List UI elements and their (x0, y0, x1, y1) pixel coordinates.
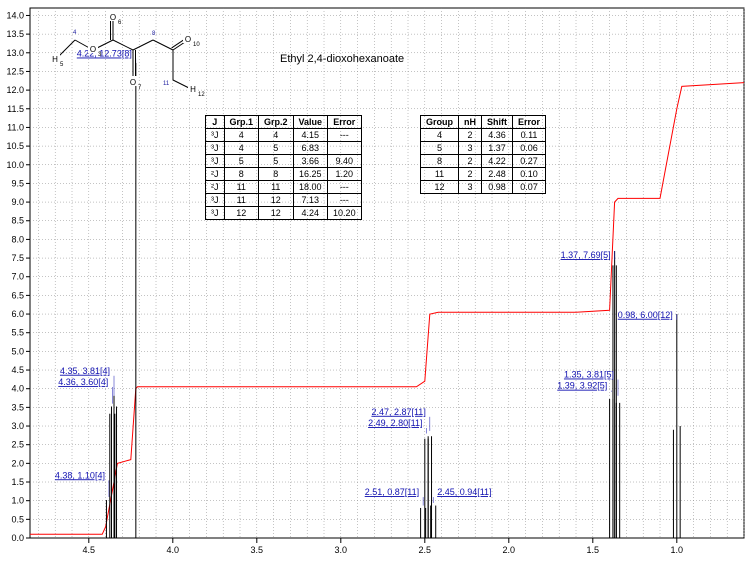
svg-text:14.0: 14.0 (6, 10, 24, 20)
integral-curve (30, 83, 744, 535)
peak-label: 2.45, 0.94[11] (437, 487, 491, 497)
svg-text:6: 6 (118, 20, 122, 26)
svg-text:3.0: 3.0 (335, 545, 348, 555)
coupling-constants-table: JGrp.1Grp.2ValueError³J444.15---³J456.83… (205, 115, 362, 220)
svg-text:4: 4 (73, 30, 77, 36)
svg-text:12: 12 (198, 92, 205, 98)
svg-text:2.5: 2.5 (419, 545, 432, 555)
svg-text:11.0: 11.0 (7, 122, 24, 132)
peak-label: 4.22, 12.73[8] (77, 49, 132, 59)
svg-text:2.5: 2.5 (11, 440, 24, 450)
svg-text:1.0: 1.0 (671, 545, 684, 555)
svg-text:3.5: 3.5 (251, 545, 264, 555)
svg-text:9.0: 9.0 (11, 197, 24, 207)
svg-text:0.5: 0.5 (11, 514, 24, 524)
svg-text:4.0: 4.0 (167, 545, 180, 555)
svg-text:5: 5 (60, 62, 64, 68)
chemical-shifts-table: GroupnHShiftError424.360.11531.370.06824… (420, 115, 546, 194)
peak-label: 2.51, 0.87[11] (365, 487, 419, 497)
svg-text:0.0: 0.0 (11, 533, 24, 543)
svg-text:8: 8 (152, 31, 156, 37)
svg-text:3.5: 3.5 (11, 402, 24, 412)
svg-text:O: O (185, 35, 191, 44)
svg-text:10.0: 10.0 (6, 160, 24, 170)
svg-text:4.5: 4.5 (11, 365, 24, 375)
svg-text:2.0: 2.0 (503, 545, 516, 555)
svg-text:7.5: 7.5 (11, 253, 24, 263)
svg-text:8.5: 8.5 (11, 216, 24, 226)
peak-label: 4.38, 1.10[4] (55, 470, 105, 480)
svg-text:O: O (110, 13, 116, 22)
svg-text:4.0: 4.0 (11, 384, 24, 394)
svg-text:11: 11 (163, 81, 170, 87)
svg-text:10: 10 (193, 42, 200, 48)
svg-text:11.5: 11.5 (7, 104, 24, 114)
peak-label: 0.98, 6.00[12] (618, 310, 673, 320)
peak-label: 2.49, 2.80[11] (368, 418, 422, 428)
peak-label: 1.37, 7.69[5] (561, 250, 611, 260)
svg-text:5.5: 5.5 (11, 328, 24, 338)
svg-text:12.0: 12.0 (6, 85, 24, 95)
svg-text:13.5: 13.5 (6, 29, 24, 39)
svg-text:9.5: 9.5 (11, 178, 24, 188)
nmr-spectrum-chart: 0.0 0.5 1.0 1.5 2.0 2.5 3.0 3.5 4.0 4.5 5.0 5.5 6.0 6… (0, 0, 749, 568)
svg-text:1.0: 1.0 (11, 496, 24, 506)
peak-label: 4.35, 3.81[4] (60, 366, 110, 376)
peak-label: 4.36, 3.60[4] (58, 377, 108, 387)
svg-text:O: O (90, 45, 96, 54)
svg-text:7.0: 7.0 (11, 272, 24, 282)
svg-text:1.5: 1.5 (11, 477, 24, 487)
svg-text:1.5: 1.5 (587, 545, 600, 555)
peak-label: 2.47, 2.87[11] (371, 407, 425, 417)
svg-text:4.5: 4.5 (83, 545, 96, 555)
compound-title: Ethyl 2,4-dioxohexanoate (280, 53, 404, 65)
svg-text:H: H (190, 85, 196, 94)
svg-text:3.0: 3.0 (11, 421, 24, 431)
svg-text:12.5: 12.5 (6, 66, 24, 76)
svg-text:5.0: 5.0 (11, 346, 24, 356)
svg-text:6.5: 6.5 (11, 290, 24, 300)
svg-text:6.0: 6.0 (11, 309, 24, 319)
svg-text:H: H (52, 55, 58, 64)
svg-text:2.0: 2.0 (11, 458, 24, 468)
peak-label: 1.39, 3.92[5] (557, 381, 607, 391)
svg-text:O: O (130, 78, 136, 87)
svg-text:13.0: 13.0 (6, 48, 24, 58)
svg-text:10.5: 10.5 (6, 141, 24, 151)
svg-text:8.0: 8.0 (11, 234, 24, 244)
peak-label: 1.35, 3.81[5] (564, 370, 614, 380)
